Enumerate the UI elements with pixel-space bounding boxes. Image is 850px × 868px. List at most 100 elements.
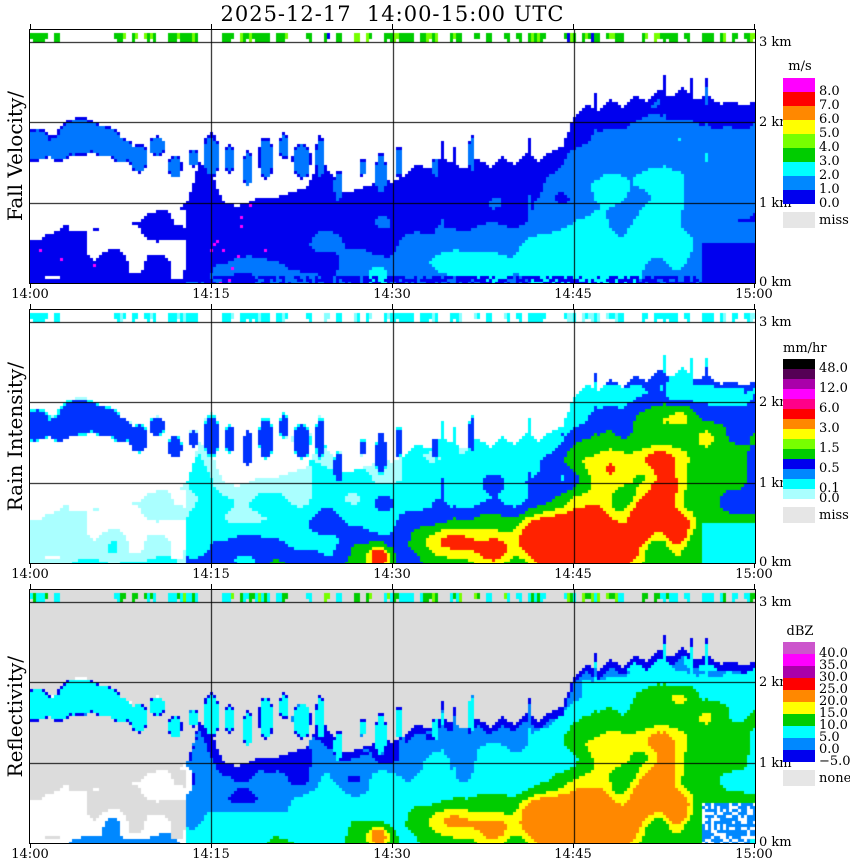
x-axis-tick	[392, 844, 393, 848]
legend-swatch	[783, 162, 815, 176]
y-tick-label-0km: 0 km	[759, 555, 792, 570]
legend-label: 0.0	[819, 196, 840, 211]
legend-label: 3.0	[819, 421, 840, 436]
x-axis-tick	[211, 844, 212, 848]
legend-swatch	[783, 379, 815, 389]
x-axis-tick	[573, 584, 574, 589]
legend-title-rain-intensity: mm/hr	[783, 341, 827, 356]
legend-missing-label: none	[819, 771, 850, 786]
legend-swatch	[783, 106, 815, 120]
x-axis-tick	[392, 24, 393, 29]
panel-ylabel-text: Fall Velocity/	[3, 91, 27, 222]
x-axis-tick	[754, 24, 755, 29]
legend-label: 25.0	[819, 682, 848, 697]
legend-swatch	[783, 678, 815, 690]
legend-label: −5.0	[819, 754, 850, 769]
legend-swatch	[783, 399, 815, 409]
x-tick-label: 14:00	[11, 287, 49, 302]
x-axis-tick	[392, 284, 393, 288]
x-axis-tick	[30, 564, 31, 568]
x-axis-tick	[754, 584, 755, 589]
legend-swatch	[783, 449, 815, 459]
x-axis-tick	[754, 304, 755, 309]
legend-swatch	[783, 359, 815, 369]
legend-swatch	[783, 479, 815, 489]
legend-label: 7.0	[819, 98, 840, 113]
x-axis-tick	[754, 284, 755, 288]
x-axis-tick	[573, 844, 574, 848]
x-axis-tick	[754, 564, 755, 568]
legend-label: 0.0	[819, 491, 840, 506]
legend-swatch	[783, 134, 815, 148]
legend-label: 12.0	[819, 381, 848, 396]
legend-missing-label: miss	[819, 508, 849, 523]
legend-swatch	[783, 666, 815, 678]
x-axis-tick	[30, 304, 31, 309]
panel-ylabel-text: Rain Intensity/	[3, 361, 27, 512]
legend-missing-label: miss	[819, 213, 849, 228]
legend-swatch	[783, 120, 815, 134]
legend-label: 6.0	[819, 401, 840, 416]
legend-swatch	[783, 190, 815, 204]
legend-swatch	[783, 78, 815, 92]
legend-swatch	[783, 702, 815, 714]
x-axis-tick	[30, 584, 31, 589]
legend-missing-swatch	[783, 212, 815, 228]
x-axis-tick	[754, 844, 755, 848]
y-tick-label-0km: 0 km	[759, 275, 792, 290]
panel-ylabel-text: Reflectivity/	[3, 655, 27, 778]
plot-area-reflectivity	[29, 589, 756, 844]
legend-label: 10.0	[819, 718, 848, 733]
x-tick-label: 15:00	[735, 567, 773, 582]
heatmap-canvas-reflectivity	[30, 590, 755, 843]
x-axis-tick	[392, 584, 393, 589]
legend-swatch	[783, 389, 815, 399]
x-axis-tick	[392, 564, 393, 568]
legend-label: 1.0	[819, 182, 840, 197]
x-axis-tick	[211, 584, 212, 589]
x-tick-label: 14:30	[373, 847, 411, 862]
legend-label: 20.0	[819, 694, 848, 709]
x-tick-label: 14:30	[373, 567, 411, 582]
legend-swatch	[783, 750, 815, 762]
legend-label: 5.0	[819, 126, 840, 141]
x-tick-label: 15:00	[735, 287, 773, 302]
legend-label: 15.0	[819, 706, 848, 721]
y-tick-label-km: 3 km	[759, 314, 792, 330]
x-tick-label: 14:45	[554, 287, 592, 302]
legend-label: 0.5	[819, 461, 840, 476]
x-tick-label: 14:45	[554, 567, 592, 582]
panel-ylabel-fall-velocity: Fall Velocity/	[2, 30, 28, 283]
figure-title: 2025-12-17 14:00-15:00 UTC	[220, 2, 565, 26]
legend-label: 0.1	[819, 481, 840, 496]
legend-swatch	[783, 654, 815, 666]
x-tick-label: 14:00	[11, 567, 49, 582]
legend-swatch	[783, 369, 815, 379]
x-axis-tick	[30, 284, 31, 288]
legend-swatch	[783, 459, 815, 469]
y-tick-label-km: 3 km	[759, 34, 792, 50]
x-tick-label: 14:15	[192, 287, 230, 302]
legend-swatch	[783, 726, 815, 738]
x-axis-tick	[573, 304, 574, 309]
legend-label: 0.0	[819, 742, 840, 757]
legend-missing-swatch	[783, 770, 815, 786]
legend-label: 40.0	[819, 646, 848, 661]
legend-label: 1.5	[819, 441, 840, 456]
legend-label: 35.0	[819, 658, 848, 673]
legend-label: 30.0	[819, 670, 848, 685]
x-tick-label: 14:15	[192, 567, 230, 582]
x-axis-tick	[392, 304, 393, 309]
legend-swatch	[783, 738, 815, 750]
x-axis-tick	[211, 284, 212, 288]
x-axis-tick	[30, 844, 31, 848]
x-axis-tick	[211, 24, 212, 29]
x-tick-label: 15:00	[735, 847, 773, 862]
legend-swatch	[783, 714, 815, 726]
legend-label: 4.0	[819, 140, 840, 155]
legend-missing-swatch	[783, 507, 815, 523]
x-axis-tick	[30, 24, 31, 29]
legend-label: 3.0	[819, 154, 840, 169]
legend-label: 2.0	[819, 168, 840, 183]
